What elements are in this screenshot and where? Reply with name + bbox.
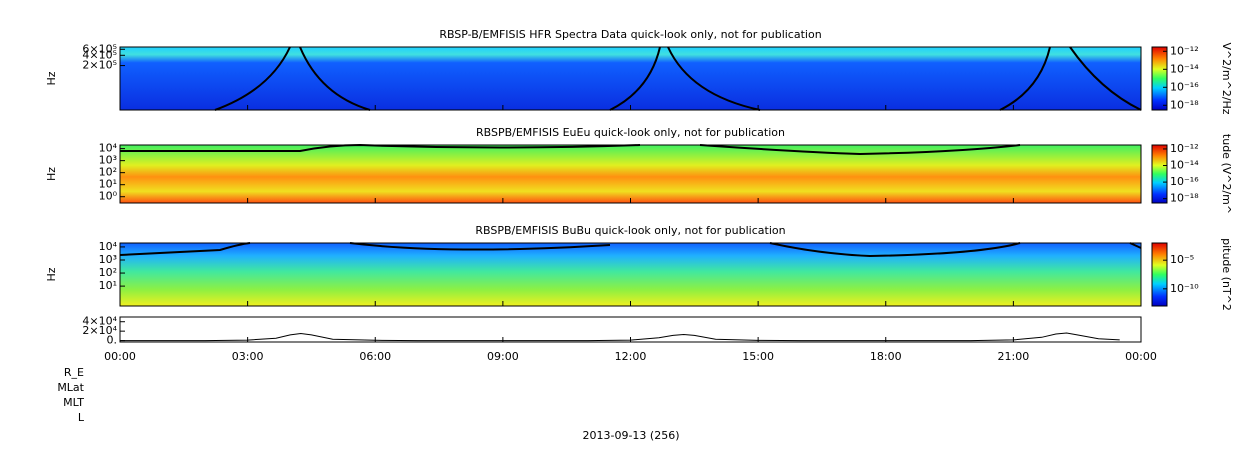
spectrogram bbox=[120, 47, 1141, 110]
y-tick-label: 2×10⁴ bbox=[82, 324, 117, 337]
colorbar-tick-label: 10⁻¹⁶ bbox=[1170, 175, 1199, 188]
ephemeris-label: MLat bbox=[57, 381, 84, 394]
colorbar-tick-label: 10⁻¹⁶ bbox=[1170, 80, 1199, 93]
colorbar bbox=[1151, 242, 1168, 307]
y-tick-label: 4×10⁴ bbox=[82, 315, 117, 328]
colorbar-label: V^2/m^2/Hz bbox=[1220, 42, 1233, 114]
colorbar bbox=[1151, 46, 1168, 111]
ephemeris-label: R_E bbox=[64, 366, 84, 379]
colorbar-label: pitude (nT^2 bbox=[1220, 238, 1233, 311]
y-tick-label: 10² bbox=[99, 266, 117, 279]
x-tick-label: 00:00 bbox=[1125, 350, 1157, 363]
y-tick-label: 10³ bbox=[99, 154, 117, 167]
y-tick-label: 10⁴ bbox=[99, 142, 118, 155]
panel-title: RBSP-B/EMFISIS HFR Spectra Data quick-lo… bbox=[439, 28, 821, 41]
y-axis-label: Hz bbox=[45, 71, 58, 85]
x-tick-label: 12:00 bbox=[615, 350, 647, 363]
y-tick-label: 2×10⁵ bbox=[82, 59, 117, 72]
colorbar-tick-label: 10⁻¹² bbox=[1170, 44, 1199, 57]
colorbar-tick-label: 10⁻¹⁰ bbox=[1170, 282, 1199, 295]
panel-title: RBSPB/EMFISIS EuEu quick-look only, not … bbox=[476, 126, 785, 139]
x-tick-label: 06:00 bbox=[359, 350, 391, 363]
colorbar-tick-label: 10⁻¹⁴ bbox=[1170, 159, 1199, 172]
colorbar bbox=[1151, 144, 1168, 204]
y-axis-label: Hz bbox=[45, 167, 58, 181]
x-tick-label: 03:00 bbox=[232, 350, 264, 363]
spectrogram bbox=[120, 145, 1141, 203]
colorbar-tick-label: 10⁻⁵ bbox=[1170, 253, 1194, 266]
overlay bbox=[119, 46, 1142, 258]
y-tick-label: 4×10⁵ bbox=[82, 48, 117, 61]
ephemeris-label: MLT bbox=[63, 396, 84, 409]
colorbar-tick-label: 10⁻¹⁸ bbox=[1170, 192, 1199, 205]
panel-title: RBSPB/EMFISIS BuBu quick-look only, not … bbox=[475, 224, 785, 237]
x-tick-label: 15:00 bbox=[742, 350, 774, 363]
curve bbox=[120, 143, 1021, 156]
ephemeris-label: L bbox=[78, 411, 85, 424]
y-tick-label: 0. bbox=[107, 334, 118, 347]
y-tick-label: 6×10⁵ bbox=[82, 42, 117, 55]
curve bbox=[214, 46, 1142, 111]
colorbar-tick-label: 10⁻¹⁴ bbox=[1170, 62, 1199, 75]
y-tick-label: 10⁴ bbox=[99, 240, 118, 253]
colorbar-tick-label: 10⁻¹² bbox=[1170, 142, 1199, 155]
y-axis-label: Hz bbox=[45, 267, 58, 281]
colorbar-label: tude (V^2/m^ bbox=[1220, 134, 1233, 214]
y-tick-label: 10¹ bbox=[99, 279, 117, 292]
data-line bbox=[120, 332, 1120, 342]
curve bbox=[119, 242, 1142, 258]
y-tick-label: 10³ bbox=[99, 253, 117, 266]
x-tick-label: 21:00 bbox=[998, 350, 1030, 363]
x-tick-label: 09:00 bbox=[487, 350, 519, 363]
x-tick-label: 18:00 bbox=[870, 350, 902, 363]
y-tick-label: 10¹ bbox=[99, 178, 117, 191]
y-tick-label: 10² bbox=[99, 166, 117, 179]
y-tick-label: 10⁰ bbox=[99, 190, 118, 203]
colorbar-tick-label: 10⁻¹⁸ bbox=[1170, 98, 1199, 111]
x-tick-label: 00:00 bbox=[104, 350, 136, 363]
date-label: 2013-09-13 (256) bbox=[582, 429, 679, 442]
spectrogram bbox=[120, 243, 1141, 306]
